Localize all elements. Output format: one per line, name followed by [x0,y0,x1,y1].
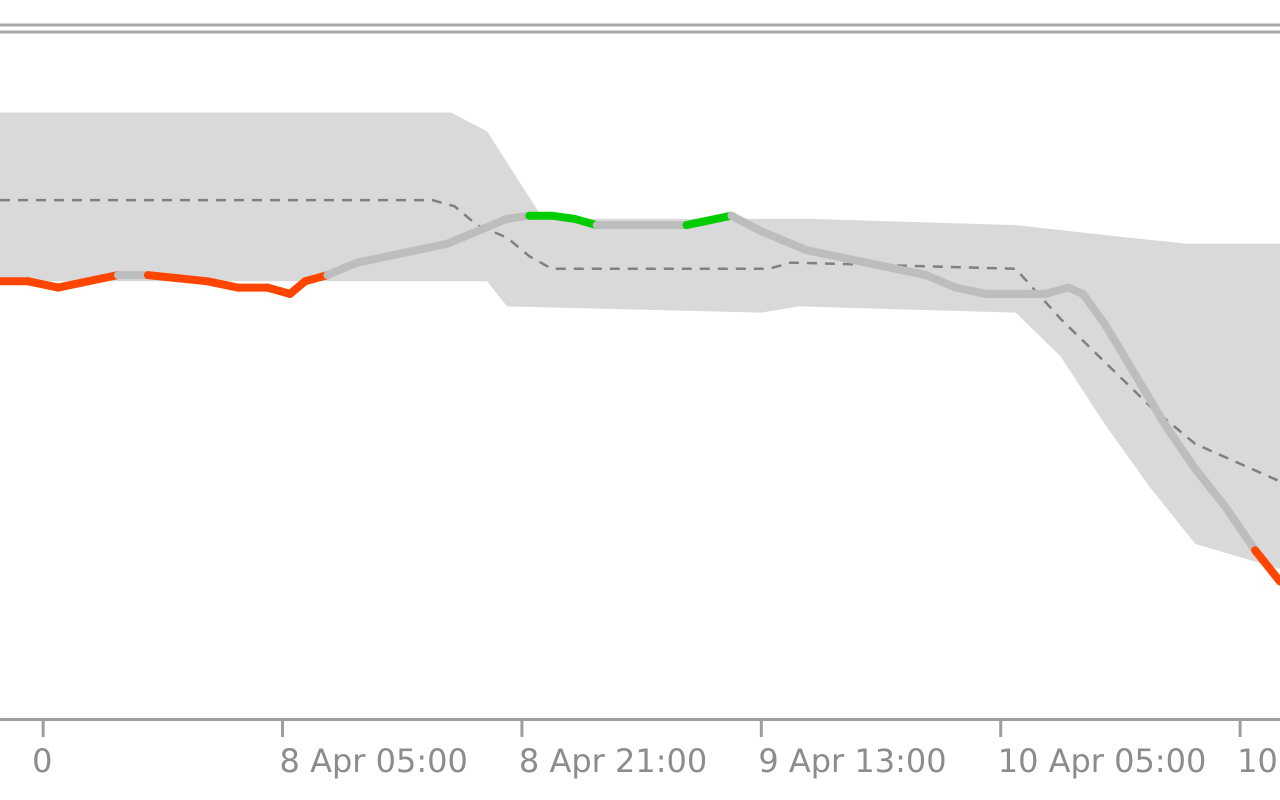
price-segment-below [1251,546,1280,586]
price-segment-inside [727,211,766,236]
price-segment-inside [353,252,392,267]
price-segment-inside [443,227,481,248]
x-tick-label: 10 Apr 05:00 [998,742,1207,780]
price-segment-inside [802,246,871,267]
price-segment-below [54,277,92,292]
price-segment-inside [862,258,930,280]
price-segment-inside [413,239,452,255]
price-segment-inside [1221,502,1260,555]
x-tick-label: 9 Apr 13:00 [758,742,946,780]
x-tick-label: 8 Apr 21:00 [519,742,707,780]
x-tick-label: 0 [32,742,52,780]
price-segment-below [24,277,63,292]
x-tick-label: 10 Apr [1237,742,1280,780]
price-segment-inside [1079,289,1110,330]
price-segment-inside [951,283,990,298]
price-segment-inside [323,258,362,280]
price-segment-inside [1101,321,1140,380]
plot-area [0,112,1280,586]
price-segment-inside [921,271,960,292]
price-segment-below [203,277,242,292]
price-segment-inside [1161,421,1200,473]
price-segment-below [143,271,212,286]
price-segment-below [84,271,122,286]
price-segment-inside [1191,464,1230,511]
midline [0,198,1280,483]
price-segment-inside [383,246,422,261]
price-segment-inside [1131,371,1170,430]
price-segment-above [682,214,721,230]
x-axis: 0 8 Apr 05:00 8 Apr 21:00 9 Apr 13:00 10 Apr… [32,719,1280,780]
cloud-band [0,112,1280,569]
price-segment-inside [473,214,511,236]
price-segment-inside [757,227,811,255]
x-tick-label: 8 Apr 05:00 [280,742,468,780]
